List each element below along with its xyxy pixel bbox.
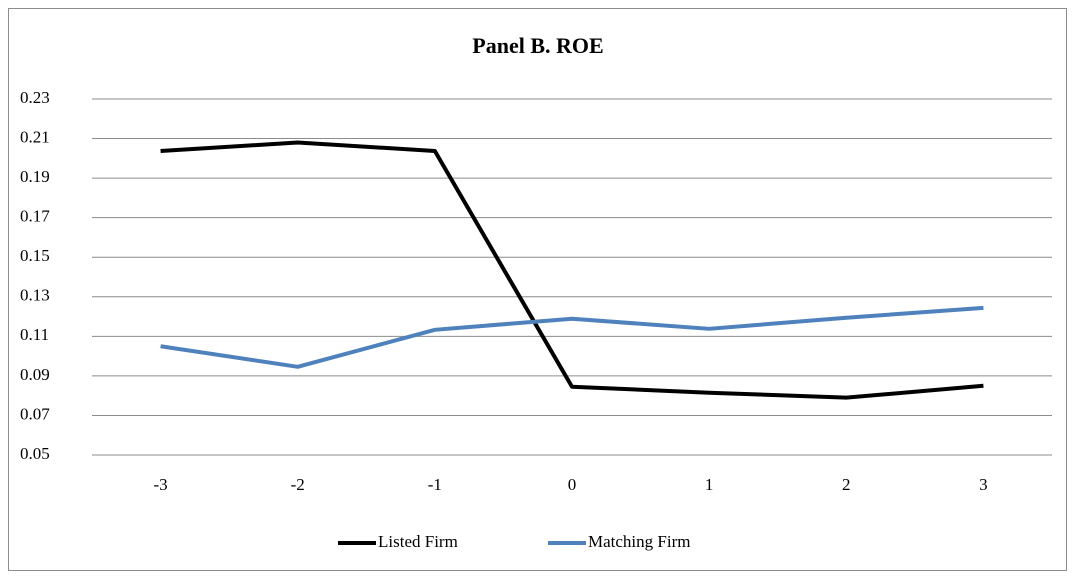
y-tick-label: 0.05 bbox=[20, 444, 50, 463]
legend-label: Matching Firm bbox=[588, 532, 690, 551]
y-tick-label: 0.15 bbox=[20, 246, 50, 265]
y-tick-label: 0.11 bbox=[20, 325, 49, 344]
y-tick-label: 0.19 bbox=[20, 167, 50, 186]
series-line bbox=[160, 305, 984, 369]
y-tick-label: 0.09 bbox=[20, 365, 50, 384]
x-tick-label: -3 bbox=[153, 475, 167, 494]
x-tick-label: 0 bbox=[568, 475, 577, 494]
y-tick-label: 0.21 bbox=[20, 127, 50, 146]
x-tick-label: -2 bbox=[291, 475, 305, 494]
y-tick-label: 0.07 bbox=[20, 404, 50, 423]
y-tick-label: 0.17 bbox=[20, 207, 50, 226]
x-tick-label: 2 bbox=[842, 475, 851, 494]
series-line bbox=[160, 140, 984, 400]
y-tick-label: 0.13 bbox=[20, 286, 50, 305]
x-tick-label: -1 bbox=[428, 475, 442, 494]
x-tick-label: 1 bbox=[705, 475, 714, 494]
chart-title: Panel B. ROE bbox=[472, 33, 603, 58]
x-tick-label: 3 bbox=[979, 475, 988, 494]
y-tick-label: 0.23 bbox=[20, 88, 50, 107]
legend-label: Listed Firm bbox=[378, 532, 458, 551]
chart-border bbox=[8, 8, 1067, 571]
